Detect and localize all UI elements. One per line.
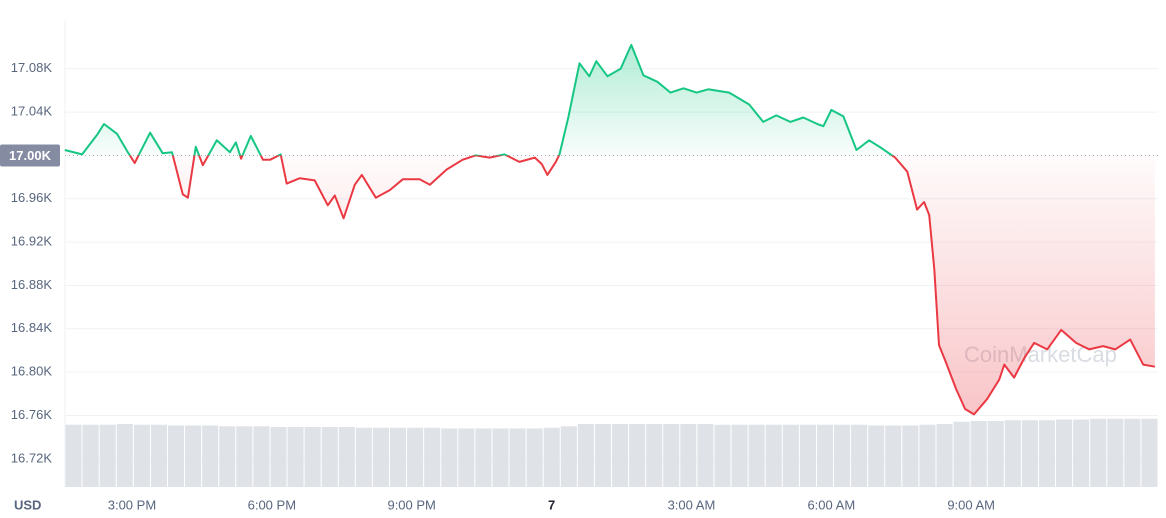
- volume-bar: [834, 424, 851, 487]
- volume-bar: [1021, 420, 1038, 487]
- x-tick-label: 9:00 AM: [947, 497, 995, 512]
- volume-bar: [799, 424, 816, 487]
- volume-bar: [953, 421, 970, 487]
- volume-bar: [492, 428, 509, 487]
- volume-bar: [902, 425, 919, 487]
- y-tick-label: 16.88K: [11, 277, 53, 292]
- volume-bar: [731, 424, 748, 487]
- x-tick-label: 3:00 PM: [108, 497, 156, 512]
- volume-bar: [389, 427, 407, 487]
- volume-bar: [885, 425, 902, 487]
- area-above: [64, 44, 893, 156]
- volume-bar: [99, 424, 116, 487]
- volume-bar: [185, 425, 202, 487]
- volume-bar: [219, 426, 236, 487]
- volume-bar: [287, 427, 304, 487]
- volume-bar: [1107, 418, 1124, 487]
- volume-bar: [1004, 420, 1021, 487]
- volume-bar: [782, 424, 799, 487]
- x-tick-label: 6:00 AM: [807, 497, 855, 512]
- volume-bar: [458, 428, 475, 487]
- volume-bar: [1124, 418, 1141, 487]
- y-tick-label: 16.80K: [11, 364, 53, 379]
- volume-bar: [1038, 420, 1056, 487]
- volume-bar: [612, 424, 629, 487]
- volume-bar: [236, 426, 253, 487]
- volume-bar: [765, 424, 782, 487]
- volume-bar: [355, 427, 372, 487]
- volume-bar: [372, 427, 389, 487]
- volume-bar: [680, 424, 697, 487]
- volume-bar: [560, 426, 577, 487]
- volume-bar: [1090, 418, 1107, 487]
- area-below: [64, 155, 1155, 415]
- volume-bar: [594, 424, 611, 487]
- volume-bar: [509, 428, 526, 487]
- volume-bar: [270, 427, 287, 487]
- volume-bar: [338, 427, 355, 487]
- baseline-label: 17.00K: [9, 148, 52, 163]
- price-line-below: [128, 155, 1156, 416]
- volume-bar: [970, 421, 987, 487]
- volume-bar: [65, 424, 82, 487]
- volume-bar: [1056, 419, 1073, 487]
- volume-bar: [936, 424, 953, 487]
- volume-bar: [202, 425, 219, 487]
- volume-bar: [133, 424, 150, 487]
- volume-bar: [1073, 419, 1090, 487]
- y-tick-label: 16.76K: [11, 407, 53, 422]
- volume-bar: [697, 424, 714, 487]
- volume-bar: [150, 424, 167, 487]
- y-tick-label: 16.96K: [11, 190, 53, 205]
- x-tick-label: 7: [548, 497, 555, 512]
- volume-bar: [663, 424, 680, 487]
- x-tick-label: 6:00 PM: [248, 497, 296, 512]
- volume-bar: [116, 424, 133, 487]
- y-tick-label: 16.92K: [11, 234, 53, 249]
- volume-bar: [475, 428, 492, 487]
- y-tick-label: 17.08K: [11, 60, 53, 75]
- volume-bar: [987, 421, 1004, 487]
- unit-label: USD: [14, 497, 41, 512]
- volume-bar: [919, 424, 936, 487]
- x-tick-label: 3:00 AM: [668, 497, 716, 512]
- volume-bar: [543, 427, 560, 487]
- baseline-label-box: [0, 144, 60, 167]
- volume-bar: [629, 424, 646, 487]
- volume-bar: [304, 427, 321, 487]
- volume-bar: [82, 424, 99, 487]
- y-tick-label: 16.84K: [11, 320, 53, 335]
- y-tick-label: 17.04K: [11, 104, 53, 119]
- price-line-above: [64, 43, 894, 156]
- volume-bar: [714, 424, 731, 487]
- volume-bar: [577, 424, 594, 487]
- volume-bar: [253, 426, 270, 487]
- y-tick-label: 16.72K: [11, 450, 53, 465]
- volume-bar: [1141, 418, 1158, 487]
- volume-bar: [868, 425, 885, 487]
- volume-bar: [424, 427, 441, 487]
- volume-bar: [167, 425, 185, 487]
- volume-bar: [646, 424, 663, 487]
- volume-bar: [441, 428, 458, 487]
- volume-bar: [526, 428, 543, 487]
- volume-bar: [748, 424, 765, 487]
- volume-bar: [851, 424, 868, 487]
- volume-bar: [321, 427, 338, 487]
- volume-bar: [816, 424, 834, 487]
- volume-bar: [407, 427, 424, 487]
- x-tick-label: 9:00 PM: [387, 497, 435, 512]
